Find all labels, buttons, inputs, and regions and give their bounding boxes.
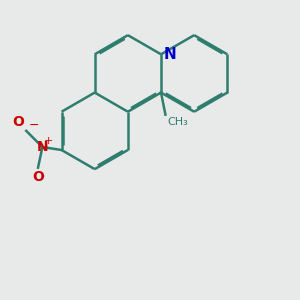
Text: N: N bbox=[37, 140, 48, 154]
Text: N: N bbox=[164, 47, 176, 62]
Text: +: + bbox=[44, 136, 54, 146]
Text: O: O bbox=[12, 116, 24, 129]
Text: CH₃: CH₃ bbox=[167, 117, 188, 127]
Text: −: − bbox=[28, 119, 39, 132]
Text: O: O bbox=[32, 170, 44, 184]
